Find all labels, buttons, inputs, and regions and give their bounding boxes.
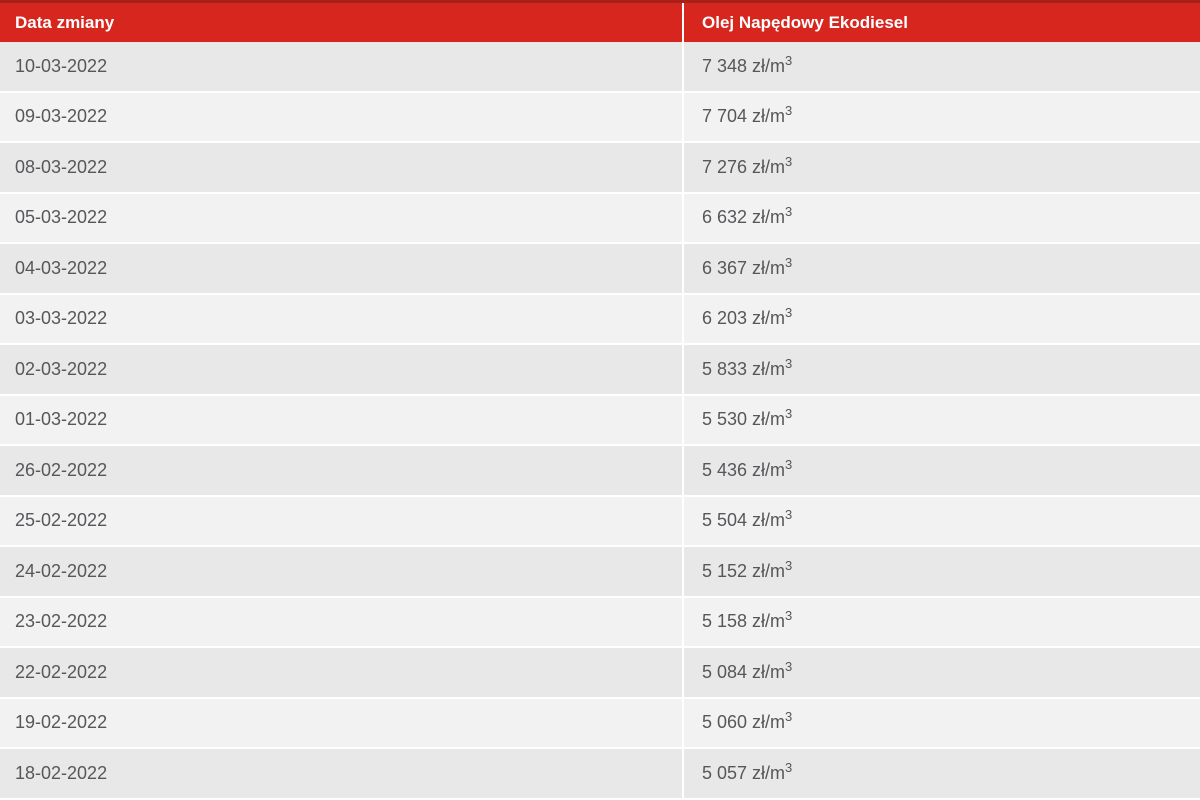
date-cell: 05-03-2022 — [0, 192, 684, 244]
price-cell: 5 504 zł/m3 — [683, 495, 1200, 547]
unit-superscript: 3 — [785, 507, 793, 523]
table-row: 22-02-2022 5 084 zł/m3 — [0, 647, 1200, 699]
unit-superscript: 3 — [785, 759, 793, 775]
unit-superscript: 3 — [785, 456, 793, 472]
unit-superscript: 3 — [785, 254, 793, 270]
date-cell: 25-02-2022 — [0, 495, 684, 547]
date-cell: 24-02-2022 — [0, 546, 684, 598]
table-row: 02-03-2022 5 833 zł/m3 — [0, 344, 1200, 396]
table-row: 10-03-2022 7 348 zł/m3 — [0, 42, 1200, 93]
price-value: 5 152 zł/m — [702, 560, 786, 581]
unit-superscript: 3 — [785, 709, 793, 725]
column-header-date: Data zmiany — [0, 0, 684, 42]
date-cell: 22-02-2022 — [0, 647, 684, 699]
date-cell: 10-03-2022 — [0, 42, 684, 93]
price-value: 5 833 zł/m — [702, 358, 786, 379]
price-cell: 6 632 zł/m3 — [683, 192, 1200, 244]
date-cell: 18-02-2022 — [0, 748, 684, 800]
table-row: 03-03-2022 6 203 zł/m3 — [0, 293, 1200, 345]
date-cell: 19-02-2022 — [0, 697, 684, 749]
price-cell: 7 348 zł/m3 — [683, 42, 1200, 93]
price-value: 5 530 zł/m — [702, 409, 786, 430]
price-value: 5 436 zł/m — [702, 459, 786, 480]
unit-superscript: 3 — [785, 355, 793, 371]
table-row: 26-02-2022 5 436 zł/m3 — [0, 445, 1200, 497]
price-value: 5 057 zł/m — [702, 762, 786, 783]
price-cell: 5 152 zł/m3 — [683, 546, 1200, 598]
price-cell: 5 057 zł/m3 — [683, 748, 1200, 800]
unit-superscript: 3 — [785, 658, 793, 674]
table-row: 25-02-2022 5 504 zł/m3 — [0, 495, 1200, 547]
table-row: 04-03-2022 6 367 zł/m3 — [0, 243, 1200, 295]
date-cell: 23-02-2022 — [0, 596, 684, 648]
unit-superscript: 3 — [785, 305, 793, 321]
price-value: 7 704 zł/m — [702, 106, 786, 127]
unit-superscript: 3 — [785, 103, 793, 119]
unit-superscript: 3 — [785, 153, 793, 169]
date-cell: 03-03-2022 — [0, 293, 684, 345]
table-row: 05-03-2022 6 632 zł/m3 — [0, 192, 1200, 244]
price-value: 7 348 zł/m — [702, 55, 786, 76]
price-value: 6 367 zł/m — [702, 257, 786, 278]
unit-superscript: 3 — [785, 406, 793, 422]
table-row: 08-03-2022 7 276 zł/m3 — [0, 142, 1200, 194]
date-cell: 02-03-2022 — [0, 344, 684, 396]
table-row: 19-02-2022 5 060 zł/m3 — [0, 697, 1200, 749]
price-cell: 5 530 zł/m3 — [683, 394, 1200, 446]
unit-superscript: 3 — [785, 52, 793, 68]
table-row: 24-02-2022 5 152 zł/m3 — [0, 546, 1200, 598]
table-body: 10-03-2022 7 348 zł/m3 09-03-2022 7 704 zł/… — [0, 42, 1200, 800]
price-value: 5 060 zł/m — [702, 712, 786, 733]
price-cell: 6 367 zł/m3 — [683, 243, 1200, 295]
price-cell: 5 158 zł/m3 — [683, 596, 1200, 648]
date-cell: 04-03-2022 — [0, 243, 684, 295]
unit-superscript: 3 — [785, 608, 793, 624]
price-value: 7 276 zł/m — [702, 156, 786, 177]
date-cell: 08-03-2022 — [0, 142, 684, 194]
table-row: 23-02-2022 5 158 zł/m3 — [0, 596, 1200, 648]
price-cell: 5 833 zł/m3 — [683, 344, 1200, 396]
price-value: 6 203 zł/m — [702, 308, 786, 329]
unit-superscript: 3 — [785, 204, 793, 220]
price-value: 6 632 zł/m — [702, 207, 786, 228]
date-cell: 26-02-2022 — [0, 445, 684, 497]
price-value: 5 084 zł/m — [702, 661, 786, 682]
price-cell: 5 060 zł/m3 — [683, 697, 1200, 749]
table-row: 09-03-2022 7 704 zł/m3 — [0, 91, 1200, 143]
date-cell: 01-03-2022 — [0, 394, 684, 446]
price-cell: 7 276 zł/m3 — [683, 142, 1200, 194]
price-value: 5 158 zł/m — [702, 611, 786, 632]
column-header-price: Olej Napędowy Ekodiesel — [683, 0, 1200, 42]
unit-superscript: 3 — [785, 557, 793, 573]
price-cell: 5 436 zł/m3 — [683, 445, 1200, 497]
price-cell: 5 084 zł/m3 — [683, 647, 1200, 699]
price-cell: 6 203 zł/m3 — [683, 293, 1200, 345]
table-row: 01-03-2022 5 530 zł/m3 — [0, 394, 1200, 446]
table-row: 18-02-2022 5 057 zł/m3 — [0, 748, 1200, 800]
date-cell: 09-03-2022 — [0, 91, 684, 143]
price-value: 5 504 zł/m — [702, 510, 786, 531]
header-row: Data zmiany Olej Napędowy Ekodiesel — [0, 0, 1200, 42]
price-cell: 7 704 zł/m3 — [683, 91, 1200, 143]
